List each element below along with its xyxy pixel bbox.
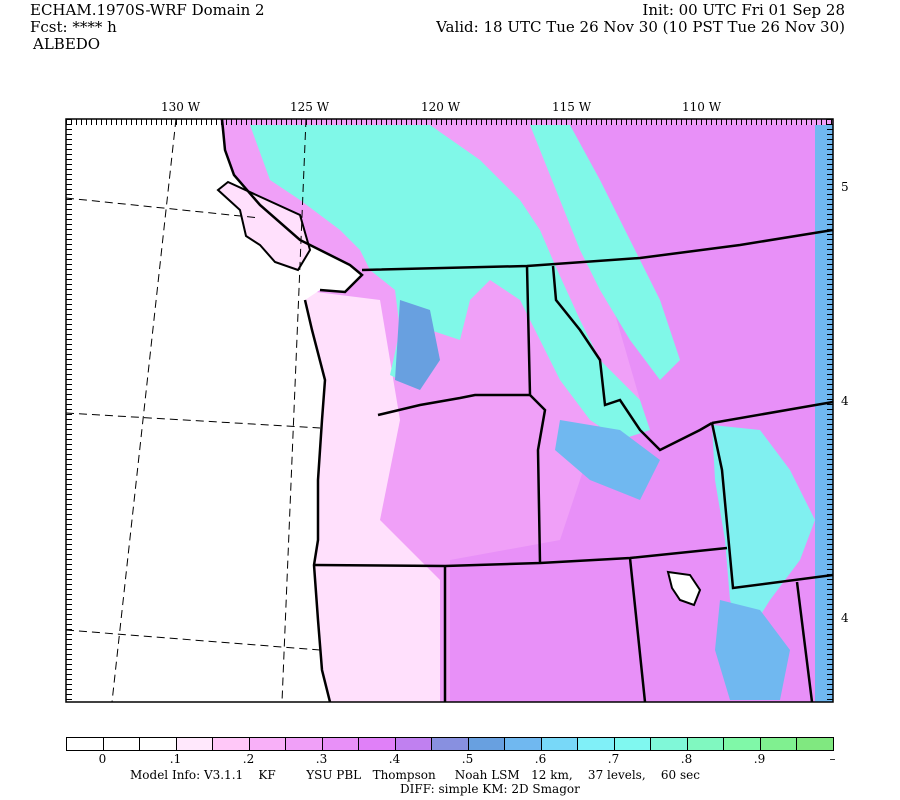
lon-label: 115 W — [552, 100, 592, 114]
lon-label: 110 W — [682, 100, 722, 114]
field-name: ALBEDO — [33, 35, 101, 53]
colorbar-swatch — [140, 738, 177, 750]
snow-cyan-rockies — [530, 125, 680, 380]
colorbar-swatch — [687, 738, 724, 750]
coastal-low-albedo — [300, 290, 440, 702]
colorbar-label: .9 — [753, 752, 766, 766]
forecast-hour: Fcst: **** h — [30, 18, 117, 36]
great-salt-lake — [666, 570, 702, 607]
colorbar-swatch — [359, 738, 396, 750]
colorbar-swatch — [541, 738, 578, 750]
east-edge-snow — [815, 125, 833, 702]
colorbar-swatch — [176, 738, 213, 750]
colorbar-swatch — [651, 738, 688, 750]
lat-label: 4 — [841, 394, 849, 408]
colorbar-label: 0 — [98, 752, 107, 766]
colorbar-swatch — [103, 738, 140, 750]
lat-label: 5 — [841, 180, 849, 194]
colorbar-swatch — [797, 738, 833, 750]
lon-label: 125 W — [290, 100, 330, 114]
init-time: Init: 00 UTC Fri 01 Sep 28 — [642, 1, 845, 19]
colorbar-label: .5 — [461, 752, 474, 766]
colorbar-swatch — [468, 738, 505, 750]
colorbar-label: .7 — [607, 752, 620, 766]
diffusion-info: DIFF: simple KM: 2D Smagor — [400, 782, 580, 796]
colorbar-swatch — [395, 738, 432, 750]
snow-cyan-north — [250, 125, 650, 440]
colorbar-swatch — [213, 738, 250, 750]
model-title: ECHAM.1970S-WRF Domain 2 — [30, 1, 265, 19]
colorbar-label: .8 — [680, 752, 693, 766]
colorbar-label: .6 — [534, 752, 547, 766]
colorbar-swatch — [724, 738, 761, 750]
vancouver-island — [216, 180, 312, 272]
state-borders — [220, 119, 833, 702]
colorbar-label: .1 — [169, 752, 182, 766]
graticule — [66, 119, 321, 702]
lat-label: 4 — [841, 611, 849, 625]
colorbar-label: – — [829, 752, 836, 766]
colorbar-swatch — [432, 738, 469, 750]
valid-time: Valid: 18 UTC Tue 26 Nov 30 (10 PST Tue … — [436, 18, 845, 36]
frame-ticks — [66, 119, 833, 702]
colorbar-swatch — [249, 738, 286, 750]
snow-blue-idaho — [555, 420, 660, 500]
colorbar-label: .4 — [388, 752, 401, 766]
map-frame — [65, 118, 834, 703]
colorbar-swatch — [760, 738, 797, 750]
colorbar-label: .3 — [315, 752, 328, 766]
colorbar-swatch — [578, 738, 615, 750]
colorbar-swatch — [614, 738, 651, 750]
colorbar-swatch — [322, 738, 359, 750]
colorbar — [66, 737, 834, 751]
lon-label: 130 W — [161, 100, 201, 114]
snow-blue-cascades — [395, 300, 440, 390]
colorbar-swatch — [505, 738, 542, 750]
colorbar-swatch — [286, 738, 323, 750]
model-info: Model Info: V3.1.1 KF YSU PBL Thompson N… — [130, 768, 700, 782]
colorbar-label: .2 — [242, 752, 255, 766]
snow-blue-utah — [715, 600, 790, 700]
colorbar-swatch — [67, 738, 104, 750]
lon-label: 120 W — [421, 100, 461, 114]
